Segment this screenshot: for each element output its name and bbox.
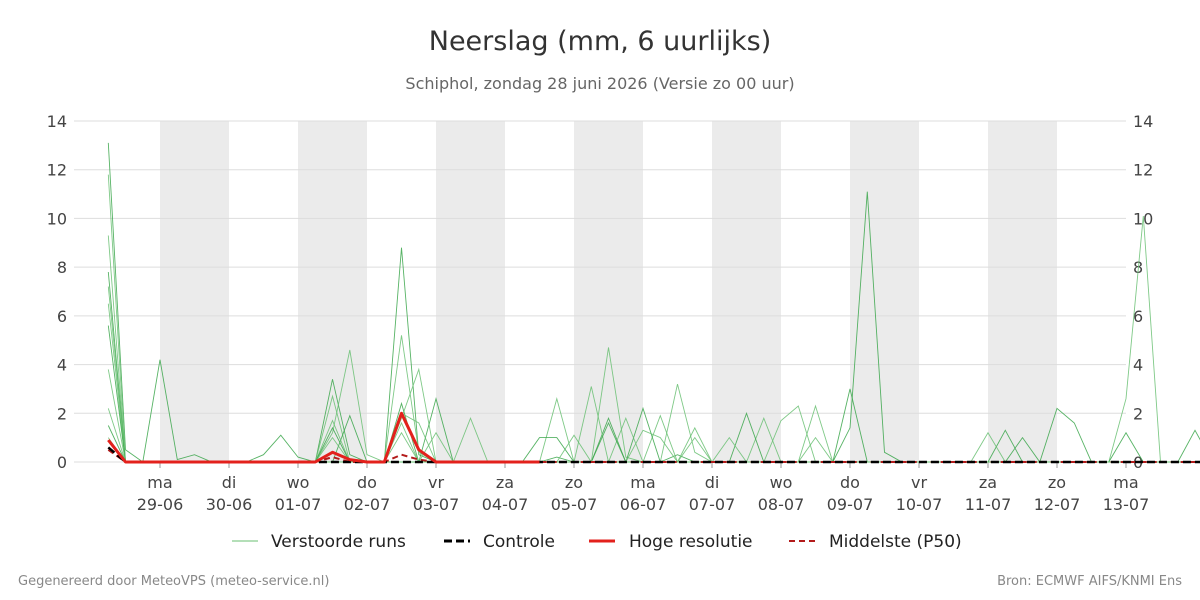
y-tick-label: 14 bbox=[1133, 112, 1153, 131]
weekend-band bbox=[988, 121, 1057, 462]
x-tick-date: 30-06 bbox=[206, 495, 253, 514]
x-tick-date: 10-07 bbox=[896, 495, 943, 514]
x-tick-date: 13-07 bbox=[1103, 495, 1150, 514]
control-line bbox=[107, 446, 1200, 464]
weekend-band bbox=[712, 121, 781, 462]
y-tick-label: 14 bbox=[47, 112, 67, 131]
x-tick-day: zo bbox=[565, 473, 583, 492]
x-tick-date: 04-07 bbox=[482, 495, 529, 514]
legend-hires-label: Hoge resolutie bbox=[629, 532, 753, 552]
x-tick-day: za bbox=[496, 473, 514, 492]
weekend-band bbox=[574, 121, 643, 462]
footer-generated-by: Gegenereerd door MeteoVPS (meteo-service… bbox=[18, 574, 329, 589]
y-tick-label: 2 bbox=[1133, 404, 1143, 423]
y-tick-label: 4 bbox=[1133, 356, 1143, 375]
chart-subtitle: Schiphol, zondag 28 juni 2026 (Versie zo… bbox=[405, 74, 794, 93]
x-tick-date: 02-07 bbox=[344, 495, 391, 514]
weekend-band bbox=[436, 121, 505, 462]
footer-source: Bron: ECMWF AIFS/KNMI Ens bbox=[997, 574, 1182, 589]
x-tick-date: 06-07 bbox=[620, 495, 667, 514]
main-series bbox=[107, 411, 1200, 464]
y-tick-label: 12 bbox=[47, 161, 67, 180]
x-tick-date: 09-07 bbox=[827, 495, 874, 514]
legend: Verstoorde runs Controle Hoge resolutie … bbox=[232, 532, 962, 552]
x-tick-day: za bbox=[979, 473, 997, 492]
legend-perturbed-label: Verstoorde runs bbox=[271, 532, 406, 552]
chart-title: Neerslag (mm, 6 uurlijks) bbox=[429, 26, 771, 57]
x-axis-ticks: ma 29-06 di 30-06 wo 01-07 do 02-07 vr 03-07 za 04-… bbox=[137, 462, 1150, 514]
legend-control-label: Controle bbox=[483, 532, 555, 552]
x-tick-day: do bbox=[357, 473, 377, 492]
x-tick-day: do bbox=[840, 473, 860, 492]
x-tick-day: ma bbox=[1113, 473, 1138, 492]
legend-median-label: Middelste (P50) bbox=[829, 532, 962, 552]
x-tick-day: wo bbox=[770, 473, 793, 492]
y-axis-left-ticks: 0 2 4 6 8 10 12 14 bbox=[47, 112, 67, 472]
x-tick-date: 11-07 bbox=[965, 495, 1012, 514]
y-tick-label: 4 bbox=[57, 356, 67, 375]
x-tick-day: di bbox=[705, 473, 720, 492]
x-tick-day: vr bbox=[911, 473, 927, 492]
x-tick-date: 05-07 bbox=[551, 495, 598, 514]
weekend-bands bbox=[160, 121, 1057, 462]
x-tick-date: 03-07 bbox=[413, 495, 460, 514]
x-tick-date: 07-07 bbox=[689, 495, 736, 514]
y-tick-label: 6 bbox=[57, 307, 67, 326]
y-tick-label: 2 bbox=[57, 404, 67, 423]
hires-line bbox=[107, 411, 540, 464]
x-tick-date: 12-07 bbox=[1034, 495, 1081, 514]
x-tick-date: 08-07 bbox=[758, 495, 805, 514]
x-tick-date: 29-06 bbox=[137, 495, 184, 514]
x-tick-day: di bbox=[222, 473, 237, 492]
y-tick-label: 0 bbox=[57, 453, 67, 472]
x-tick-day: ma bbox=[630, 473, 655, 492]
x-tick-day: vr bbox=[428, 473, 444, 492]
y-tick-label: 8 bbox=[57, 258, 67, 277]
x-tick-day: zo bbox=[1048, 473, 1066, 492]
y-tick-label: 6 bbox=[1133, 307, 1143, 326]
weekend-band bbox=[298, 121, 367, 462]
weekend-band bbox=[850, 121, 919, 462]
weekend-band bbox=[160, 121, 229, 462]
y-tick-label: 10 bbox=[47, 209, 67, 228]
x-tick-date: 01-07 bbox=[275, 495, 322, 514]
x-tick-day: ma bbox=[147, 473, 172, 492]
y-tick-label: 12 bbox=[1133, 161, 1153, 180]
x-tick-day: wo bbox=[287, 473, 310, 492]
median-line bbox=[107, 448, 1200, 463]
